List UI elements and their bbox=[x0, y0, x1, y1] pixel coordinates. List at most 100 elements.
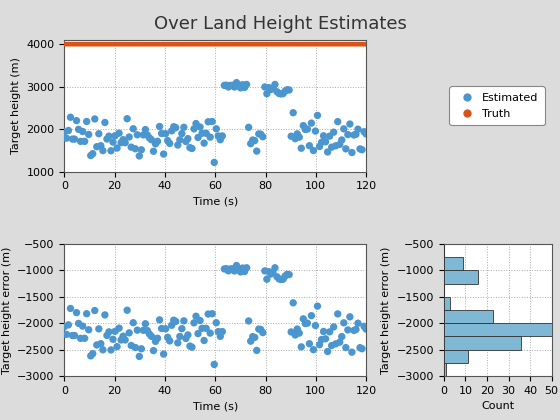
Truth bbox=[222, 41, 231, 47]
Point bbox=[254, 326, 263, 333]
Bar bbox=[444, 349, 468, 363]
Estimated bbox=[82, 118, 91, 125]
Truth bbox=[165, 41, 174, 47]
Point bbox=[137, 345, 146, 352]
Estimated bbox=[277, 91, 286, 97]
Point bbox=[327, 342, 336, 349]
Point bbox=[178, 326, 186, 332]
Point bbox=[274, 276, 283, 282]
Estimated bbox=[331, 142, 340, 149]
Point bbox=[120, 336, 129, 343]
Truth bbox=[178, 41, 186, 47]
Point bbox=[109, 336, 118, 343]
Truth bbox=[131, 41, 140, 47]
Truth bbox=[297, 41, 306, 47]
Truth bbox=[123, 41, 132, 47]
Estimated bbox=[159, 151, 168, 158]
Point bbox=[181, 335, 190, 342]
Point bbox=[80, 335, 89, 341]
Point bbox=[293, 326, 302, 332]
Truth bbox=[218, 41, 227, 47]
Truth bbox=[214, 41, 223, 47]
Legend: Estimated, Truth: Estimated, Truth bbox=[450, 87, 545, 125]
Estimated bbox=[141, 126, 150, 133]
Truth bbox=[352, 41, 361, 47]
Bar bbox=[444, 363, 446, 376]
Truth bbox=[321, 41, 330, 47]
Estimated bbox=[299, 122, 308, 129]
Point bbox=[66, 305, 75, 312]
Estimated bbox=[208, 118, 217, 125]
Truth bbox=[105, 41, 114, 47]
Estimated bbox=[62, 135, 71, 142]
Truth bbox=[362, 41, 371, 47]
Truth bbox=[141, 41, 150, 47]
Point bbox=[113, 343, 122, 350]
Estimated bbox=[244, 124, 253, 131]
Point bbox=[325, 328, 334, 335]
Truth bbox=[210, 41, 219, 47]
Point bbox=[238, 265, 247, 271]
Point bbox=[94, 326, 103, 332]
Estimated bbox=[189, 126, 198, 132]
Point bbox=[129, 319, 138, 326]
Bar bbox=[444, 257, 463, 270]
Point bbox=[175, 333, 184, 340]
Point bbox=[295, 330, 304, 336]
Truth bbox=[303, 41, 312, 47]
Estimated bbox=[325, 133, 334, 139]
Truth bbox=[299, 41, 308, 47]
Estimated bbox=[74, 126, 83, 133]
Point bbox=[62, 331, 71, 338]
Truth bbox=[199, 41, 208, 47]
Point bbox=[206, 330, 214, 336]
Estimated bbox=[210, 159, 219, 166]
Truth bbox=[88, 41, 97, 47]
Truth bbox=[357, 41, 366, 47]
Estimated bbox=[109, 139, 118, 145]
Truth bbox=[127, 41, 136, 47]
Estimated bbox=[113, 145, 122, 152]
Point bbox=[273, 273, 282, 280]
Truth bbox=[76, 41, 85, 47]
Point bbox=[82, 310, 91, 317]
Truth bbox=[171, 41, 180, 47]
Truth bbox=[236, 41, 245, 47]
Point bbox=[313, 303, 322, 310]
Truth bbox=[115, 41, 124, 47]
Truth bbox=[293, 41, 302, 47]
Estimated bbox=[110, 132, 119, 139]
X-axis label: Time (s): Time (s) bbox=[193, 401, 238, 411]
Truth bbox=[216, 41, 225, 47]
Estimated bbox=[102, 136, 111, 142]
Point bbox=[123, 307, 132, 314]
Truth bbox=[311, 41, 320, 47]
Truth bbox=[206, 41, 214, 47]
Estimated bbox=[236, 84, 245, 91]
Point bbox=[349, 327, 358, 334]
Estimated bbox=[72, 117, 81, 124]
Truth bbox=[212, 41, 221, 47]
Truth bbox=[258, 41, 267, 47]
Truth bbox=[188, 41, 197, 47]
Point bbox=[244, 318, 253, 324]
Estimated bbox=[291, 135, 300, 142]
Point bbox=[360, 323, 368, 330]
Estimated bbox=[273, 88, 282, 95]
Estimated bbox=[206, 134, 214, 141]
Point bbox=[155, 317, 164, 323]
Estimated bbox=[198, 130, 207, 136]
Truth bbox=[230, 41, 239, 47]
Estimated bbox=[238, 81, 247, 88]
Estimated bbox=[222, 82, 231, 89]
Estimated bbox=[346, 121, 354, 127]
Point bbox=[267, 270, 276, 277]
Truth bbox=[96, 41, 105, 47]
Truth bbox=[68, 41, 77, 47]
Truth bbox=[72, 41, 81, 47]
Truth bbox=[74, 41, 83, 47]
Truth bbox=[113, 41, 122, 47]
Point bbox=[96, 340, 105, 347]
Truth bbox=[301, 41, 310, 47]
Point bbox=[226, 265, 235, 272]
